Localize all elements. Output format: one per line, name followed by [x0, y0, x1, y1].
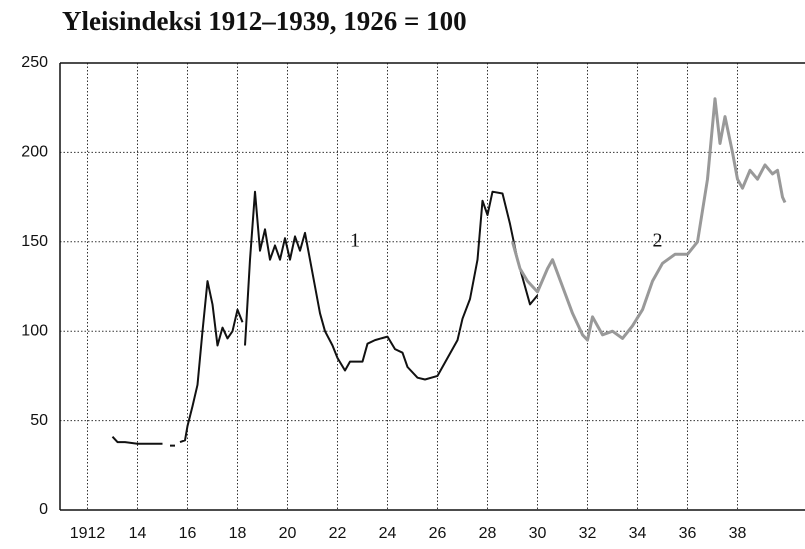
y-tick-label: 0 — [39, 501, 48, 518]
x-tick-label: 28 — [479, 525, 497, 542]
x-tick-label: 30 — [529, 525, 547, 542]
x-tick-label: 24 — [379, 525, 397, 542]
x-tick-label: 36 — [679, 525, 697, 542]
y-tick-label: 200 — [21, 144, 48, 161]
line-series — [111, 190, 539, 447]
x-tick-label: 1912 — [70, 525, 106, 542]
y-tick-label: 100 — [21, 322, 48, 339]
y-tick-label: 50 — [30, 412, 48, 429]
chart-title: Yleisindeksi 1912–1939, 1926 = 100 — [62, 6, 467, 36]
x-tick-label: 14 — [129, 525, 147, 542]
x-tick-label: 20 — [279, 525, 297, 542]
y-tick-label: 150 — [21, 233, 48, 250]
annotation: 2 — [653, 229, 663, 251]
x-tick-label: 16 — [179, 525, 197, 542]
x-tick-label: 22 — [329, 525, 347, 542]
x-tick-label: 38 — [729, 525, 747, 542]
x-tick-label: 34 — [629, 525, 647, 542]
x-tick-label: 18 — [229, 525, 247, 542]
annotation: 1 — [350, 229, 360, 251]
x-tick-label: 26 — [429, 525, 447, 542]
y-tick-label: 250 — [21, 54, 48, 71]
line-series — [511, 97, 787, 342]
x-tick-label: 32 — [579, 525, 597, 542]
